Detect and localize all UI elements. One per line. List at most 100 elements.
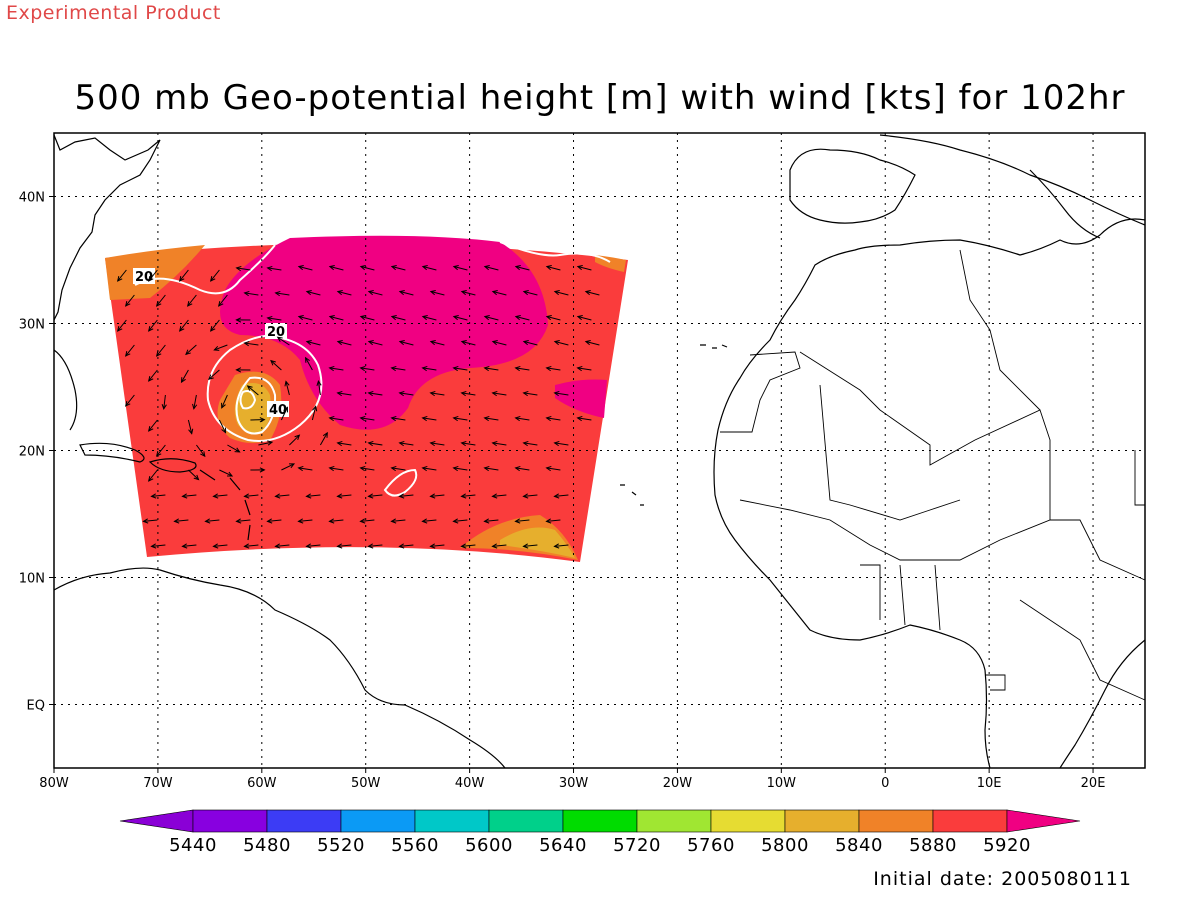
wind-arrow-shaft: [554, 544, 569, 547]
wind-arrow-shaft: [484, 467, 499, 471]
wind-arrow-head: [235, 317, 242, 323]
wind-arrow-shaft: [585, 341, 600, 346]
wind-arrow-head: [116, 325, 123, 332]
wind-arrow-shaft: [523, 544, 538, 547]
wind-arrow-shaft: [267, 519, 282, 522]
wind-arrow-shaft: [492, 291, 507, 296]
wind-arrow-shaft: [305, 357, 313, 371]
wind-arrow-head: [398, 390, 405, 397]
wind-arrow-head: [209, 275, 216, 282]
wind-arrow-shaft: [148, 369, 158, 382]
wind-arrow-head: [483, 465, 490, 472]
wind-arrow-shaft: [422, 367, 437, 371]
wind-arrow-head: [452, 315, 459, 321]
wind-arrow-head: [359, 518, 366, 524]
wind-arrow-shaft: [360, 316, 375, 321]
wind-arrow-shaft: [151, 494, 166, 497]
wind-arrow-shaft: [306, 544, 321, 547]
wind-arrow-head: [207, 374, 214, 380]
wind-arrow-head: [576, 265, 583, 271]
wind-arrow-shaft: [523, 494, 538, 497]
wind-arrow-head: [514, 265, 521, 271]
wind-arrow-head: [398, 493, 405, 499]
wind-arrow-head: [545, 465, 552, 472]
wind-arrow-head: [491, 290, 498, 296]
wind-arrow-shaft: [453, 316, 468, 321]
coast-italy: [1029, 169, 1101, 239]
wind-arrow-shaft: [422, 316, 437, 321]
wind-arrow-shaft: [244, 544, 259, 547]
wind-arrow-shaft: [453, 266, 468, 271]
wind-arrow-head: [124, 350, 131, 357]
wind-arrow-head: [429, 440, 436, 447]
field-high-east: [555, 379, 607, 418]
wind-arrow-head: [274, 493, 281, 499]
wind-arrow-head: [259, 467, 266, 473]
wind-arrow-shaft: [329, 367, 344, 371]
lon-tick-label: 30W: [559, 776, 589, 791]
field-high-5920: [220, 235, 548, 430]
wind-arrow-head: [328, 465, 335, 472]
wind-arrow-head: [584, 290, 591, 296]
wind-arrow-head: [491, 543, 498, 549]
wind-arrow-head: [336, 290, 343, 296]
wind-arrow-shaft: [391, 266, 406, 271]
border-9: [985, 674, 1006, 691]
wind-arrow-shaft: [179, 269, 189, 282]
wind-arrow-head: [367, 543, 374, 549]
wind-arrow-shaft: [125, 344, 135, 357]
wind-arrow-shaft: [515, 367, 530, 371]
wind-arrow-shaft: [430, 341, 445, 346]
wind-arrow-head: [553, 290, 560, 296]
colorbar-label: 5640: [539, 835, 587, 856]
wind-arrow-shaft: [453, 367, 468, 371]
wind-arrow-head: [576, 415, 583, 422]
wind-arrow-head: [186, 300, 193, 307]
lat-lon-grid: [54, 133, 1145, 768]
wind-arrow-shaft: [182, 544, 197, 547]
colorbar-low-triangle: [119, 809, 194, 833]
wind-arrow-shaft: [181, 369, 189, 383]
wind-arrow-head: [213, 345, 220, 351]
wind-arrow-shaft: [174, 519, 189, 522]
lat-tick-label: 20N: [19, 445, 45, 460]
wind-arrow-head: [390, 518, 397, 524]
wind-arrow-head: [142, 518, 149, 524]
wind-arrow-shaft: [368, 392, 383, 396]
wind-arrow-shaft: [399, 442, 414, 446]
wind-arrow-shaft: [306, 494, 321, 497]
wind-arrow-shaft: [337, 341, 352, 346]
wind-arrow-shaft: [280, 407, 288, 421]
wind-arrow-shaft: [213, 544, 228, 547]
wind-arrow-head: [305, 290, 312, 296]
border-2: [799, 351, 1051, 520]
colorbar: 5440 5480 5520 5560 5600 5640 5720 5760 5800 5840…: [119, 809, 1081, 856]
lon-tick-label: 40W: [455, 776, 485, 791]
wind-arrow-head: [204, 518, 211, 524]
wind-arrow-head: [155, 450, 162, 457]
colorbar-segment: [414, 809, 490, 833]
wind-arrow-head: [545, 315, 552, 321]
wind-arrow-head: [328, 415, 335, 422]
lon-tick-label: 10E: [977, 776, 1002, 791]
wind-arrow-head: [336, 440, 343, 447]
wind-arrow-head: [491, 340, 498, 346]
lon-tick-label: 60W: [247, 776, 277, 791]
wind-arrow-shaft: [461, 392, 476, 396]
wind-arrow-head: [305, 493, 312, 499]
contour-label-40: 40: [269, 403, 287, 418]
wind-arrow-head: [212, 493, 219, 499]
wind-arrow-head: [491, 390, 498, 397]
wind-arrow-shaft: [156, 294, 166, 307]
coast-africa-east: [1059, 639, 1146, 769]
wind-arrow-head: [390, 415, 397, 422]
wind-arrow-head: [243, 543, 250, 549]
wind-arrow-shaft: [148, 319, 158, 332]
lon-tick-label: 20E: [1081, 776, 1106, 791]
wind-arrow-head: [429, 340, 436, 346]
colorbar-segment: [192, 809, 268, 833]
wind-arrow-head: [234, 447, 241, 453]
wind-arrow-shaft: [337, 494, 352, 497]
wind-arrow-head: [460, 390, 467, 397]
colorbar-segment: [340, 809, 416, 833]
